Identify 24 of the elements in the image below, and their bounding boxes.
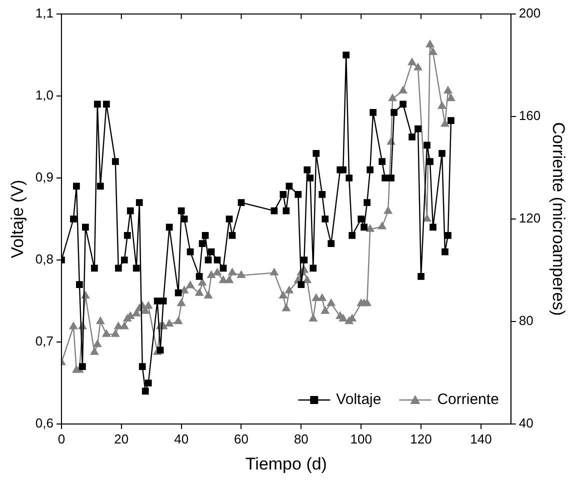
y2-tick-label: 80 <box>518 313 534 328</box>
x-tick-label: 140 <box>470 431 492 446</box>
y2-tick-label: 120 <box>518 210 541 226</box>
y-tick-label: 0,8 <box>35 252 54 267</box>
x-tick-label: 120 <box>410 431 432 446</box>
legend-label: Voltaje <box>336 391 382 408</box>
y2-tick-label: 160 <box>518 108 541 124</box>
y-axis-title: Voltaje (V) <box>8 180 27 258</box>
y-tick-label: 1,1 <box>35 6 54 21</box>
x-tick-label: 60 <box>234 431 248 446</box>
x-tick-label: 80 <box>294 431 308 446</box>
x-tick-label: 20 <box>114 431 129 446</box>
x-tick-label: 0 <box>58 431 66 446</box>
y-tick-label: 0,9 <box>35 170 54 185</box>
y-tick-label: 0,7 <box>35 334 54 349</box>
y2-tick-label: 200 <box>518 6 541 21</box>
legend-label: Corriente <box>437 391 499 408</box>
y2-axis-title: Corriente (microamperes) <box>549 122 568 316</box>
y-tick-label: 0,6 <box>35 416 54 431</box>
y-tick-label: 1,0 <box>35 88 54 103</box>
x-tick-label: 40 <box>174 431 189 446</box>
x-axis-title: Tiempo (d) <box>245 454 327 474</box>
x-tick-label: 100 <box>350 431 372 446</box>
y2-tick-label: 40 <box>518 416 534 431</box>
